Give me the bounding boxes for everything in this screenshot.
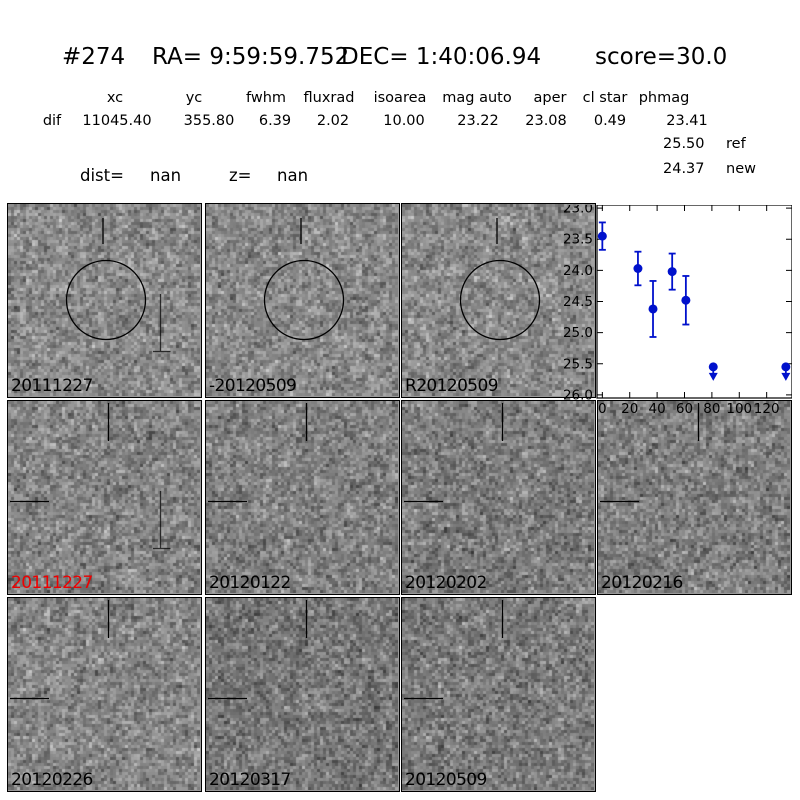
dist-label: dist= bbox=[80, 166, 124, 185]
col-phmag: phmag bbox=[638, 90, 690, 106]
cutout-date-label: R20120509 bbox=[405, 376, 499, 397]
cutout-2-1: 20120317 bbox=[205, 597, 400, 792]
val-cl-star: 0.49 bbox=[593, 113, 627, 129]
phmag-ref-value: 25.50 bbox=[663, 136, 705, 152]
val-xc: 11045.40 bbox=[82, 113, 152, 129]
val-phmag-dif: 23.41 bbox=[666, 113, 708, 129]
cutout-2-0: 20120226 bbox=[7, 597, 202, 792]
col-fluxrad: fluxrad bbox=[303, 90, 355, 106]
score-value: score=30.0 bbox=[595, 44, 728, 70]
cutout-date-label: 20120202 bbox=[405, 573, 487, 594]
cutout-image bbox=[402, 598, 594, 790]
col-aper: aper bbox=[533, 90, 567, 106]
dec-value: DEC= 1:40:06.94 bbox=[341, 44, 542, 70]
phmag-ref-label: ref bbox=[726, 136, 746, 152]
cutout-1-3: 20120216 bbox=[597, 400, 792, 595]
cutout-2-2: 20120509 bbox=[401, 597, 596, 792]
cutout-image bbox=[402, 401, 594, 593]
cutout-date-label: 20120216 bbox=[601, 573, 683, 594]
data-point bbox=[667, 252, 677, 291]
val-mag-auto: 23.22 bbox=[457, 113, 499, 129]
cutout-date-label: -20120509 bbox=[209, 376, 297, 397]
cutout-image bbox=[206, 204, 398, 396]
val-yc: 355.80 bbox=[183, 113, 235, 129]
col-cl-star: cl star bbox=[582, 90, 628, 106]
cutout-0-1: -20120509 bbox=[205, 203, 400, 398]
col-yc: yc bbox=[185, 90, 203, 106]
z-label: z= bbox=[229, 166, 252, 185]
col-xc: xc bbox=[106, 90, 124, 106]
cutout-0-0: 20111227 bbox=[7, 203, 202, 398]
data-point bbox=[681, 275, 691, 326]
cutout-image bbox=[598, 401, 790, 593]
cutout-image bbox=[206, 401, 398, 593]
cutout-date-label: 20120226 bbox=[11, 770, 93, 791]
dist-value: nan bbox=[150, 166, 182, 185]
cutout-date-label: 20120122 bbox=[209, 573, 291, 594]
candidate-id: #274 bbox=[62, 44, 126, 70]
cutout-0-2: R20120509 bbox=[401, 203, 596, 398]
cutout-image bbox=[8, 598, 200, 790]
cutout-image bbox=[8, 204, 200, 396]
cutout-1-2: 20120202 bbox=[401, 400, 596, 595]
val-fwhm: 6.39 bbox=[258, 113, 292, 129]
ra-value: RA= 9:59:59.752 bbox=[152, 44, 350, 70]
cutout-date-label: 20111227 bbox=[11, 376, 93, 397]
cutout-image bbox=[206, 598, 398, 790]
cutout-image bbox=[8, 401, 200, 593]
cutout-date-label: 20120509 bbox=[405, 770, 487, 791]
data-point bbox=[633, 250, 643, 287]
data-point bbox=[597, 221, 607, 251]
phmag-new-value: 24.37 bbox=[663, 161, 705, 177]
phmag-new-label: new bbox=[726, 161, 756, 177]
data-point bbox=[648, 280, 658, 338]
upper-limit-point bbox=[708, 362, 718, 381]
col-mag-auto: mag auto bbox=[442, 90, 512, 106]
upper-limit-point bbox=[781, 362, 791, 381]
cutout-1-1: 20120122 bbox=[205, 400, 400, 595]
cutout-date-label: 20120317 bbox=[209, 770, 291, 791]
cutout-image bbox=[402, 204, 594, 396]
val-isoarea: 10.00 bbox=[383, 113, 425, 129]
z-value: nan bbox=[277, 166, 309, 185]
val-aper: 23.08 bbox=[525, 113, 567, 129]
col-isoarea: isoarea bbox=[373, 90, 427, 106]
cutout-1-0: 20111227 bbox=[7, 400, 202, 595]
col-fwhm: fwhm bbox=[245, 90, 287, 106]
cutout-date-label: 20111227 bbox=[11, 573, 93, 594]
plot-frame bbox=[596, 204, 793, 399]
row-label: dif bbox=[42, 113, 62, 129]
val-fluxrad: 2.02 bbox=[316, 113, 350, 129]
